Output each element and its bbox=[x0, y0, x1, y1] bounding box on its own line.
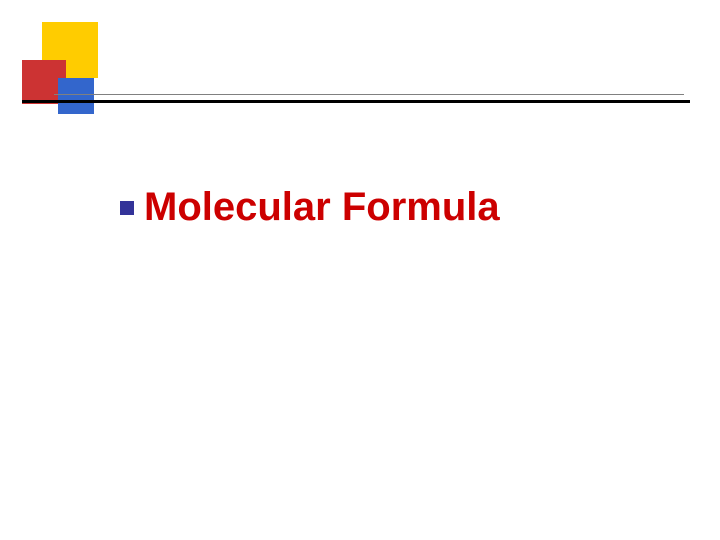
bullet-square-icon bbox=[120, 201, 134, 215]
title-row: Molecular Formula bbox=[120, 185, 500, 230]
slide-title: Molecular Formula bbox=[144, 185, 500, 230]
divider-thick bbox=[22, 100, 690, 103]
divider-thin bbox=[54, 94, 684, 95]
decor-blue-square bbox=[58, 78, 94, 114]
